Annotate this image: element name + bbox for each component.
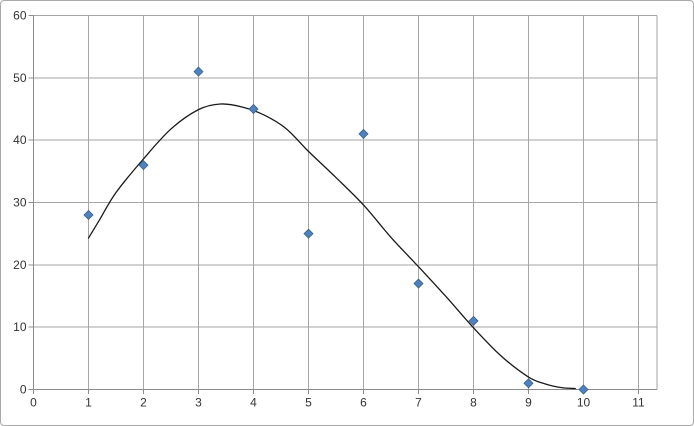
data-point-marker[interactable] (303, 228, 314, 239)
axes (28, 15, 657, 394)
y-tick-label: 0 (20, 383, 27, 397)
data-point-marker[interactable] (413, 278, 424, 289)
data-point-marker[interactable] (523, 378, 534, 389)
x-tick-label: 11 (632, 396, 645, 410)
tick-labels: 0 10 20 30 40 50 60 0 1 2 3 4 5 6 7 8 9 10 11 (13, 9, 645, 410)
y-tick-label: 20 (13, 258, 27, 272)
data-point-marker[interactable] (248, 103, 259, 115)
y-tick-label: 60 (13, 9, 27, 23)
x-tick-label: 6 (360, 396, 367, 410)
data-point-marker[interactable] (193, 66, 204, 77)
x-tick-label: 9 (525, 396, 532, 410)
data-points (83, 66, 589, 395)
x-tick-label: 4 (250, 396, 257, 410)
data-point-marker[interactable] (358, 128, 369, 139)
data-point-marker[interactable] (83, 209, 94, 221)
y-tick-label: 40 (13, 133, 27, 147)
x-tick-label: 5 (305, 396, 312, 410)
y-tick-label: 30 (13, 196, 27, 210)
x-tick-label: 8 (470, 396, 477, 410)
y-tick-label: 10 (13, 320, 27, 334)
x-tick-label: 10 (577, 396, 591, 410)
gridlines (33, 15, 658, 390)
x-tick-label: 7 (415, 396, 422, 410)
x-tick-label: 2 (140, 396, 147, 410)
x-tick-label: 0 (30, 396, 37, 410)
x-tick-label: 3 (195, 396, 202, 410)
data-point-marker[interactable] (468, 315, 479, 326)
trendline-curve[interactable] (87, 103, 576, 390)
x-tick-label: 1 (85, 396, 92, 410)
data-point-marker[interactable] (578, 384, 589, 395)
y-tick-label: 50 (13, 71, 27, 85)
data-point-marker[interactable] (138, 160, 149, 171)
